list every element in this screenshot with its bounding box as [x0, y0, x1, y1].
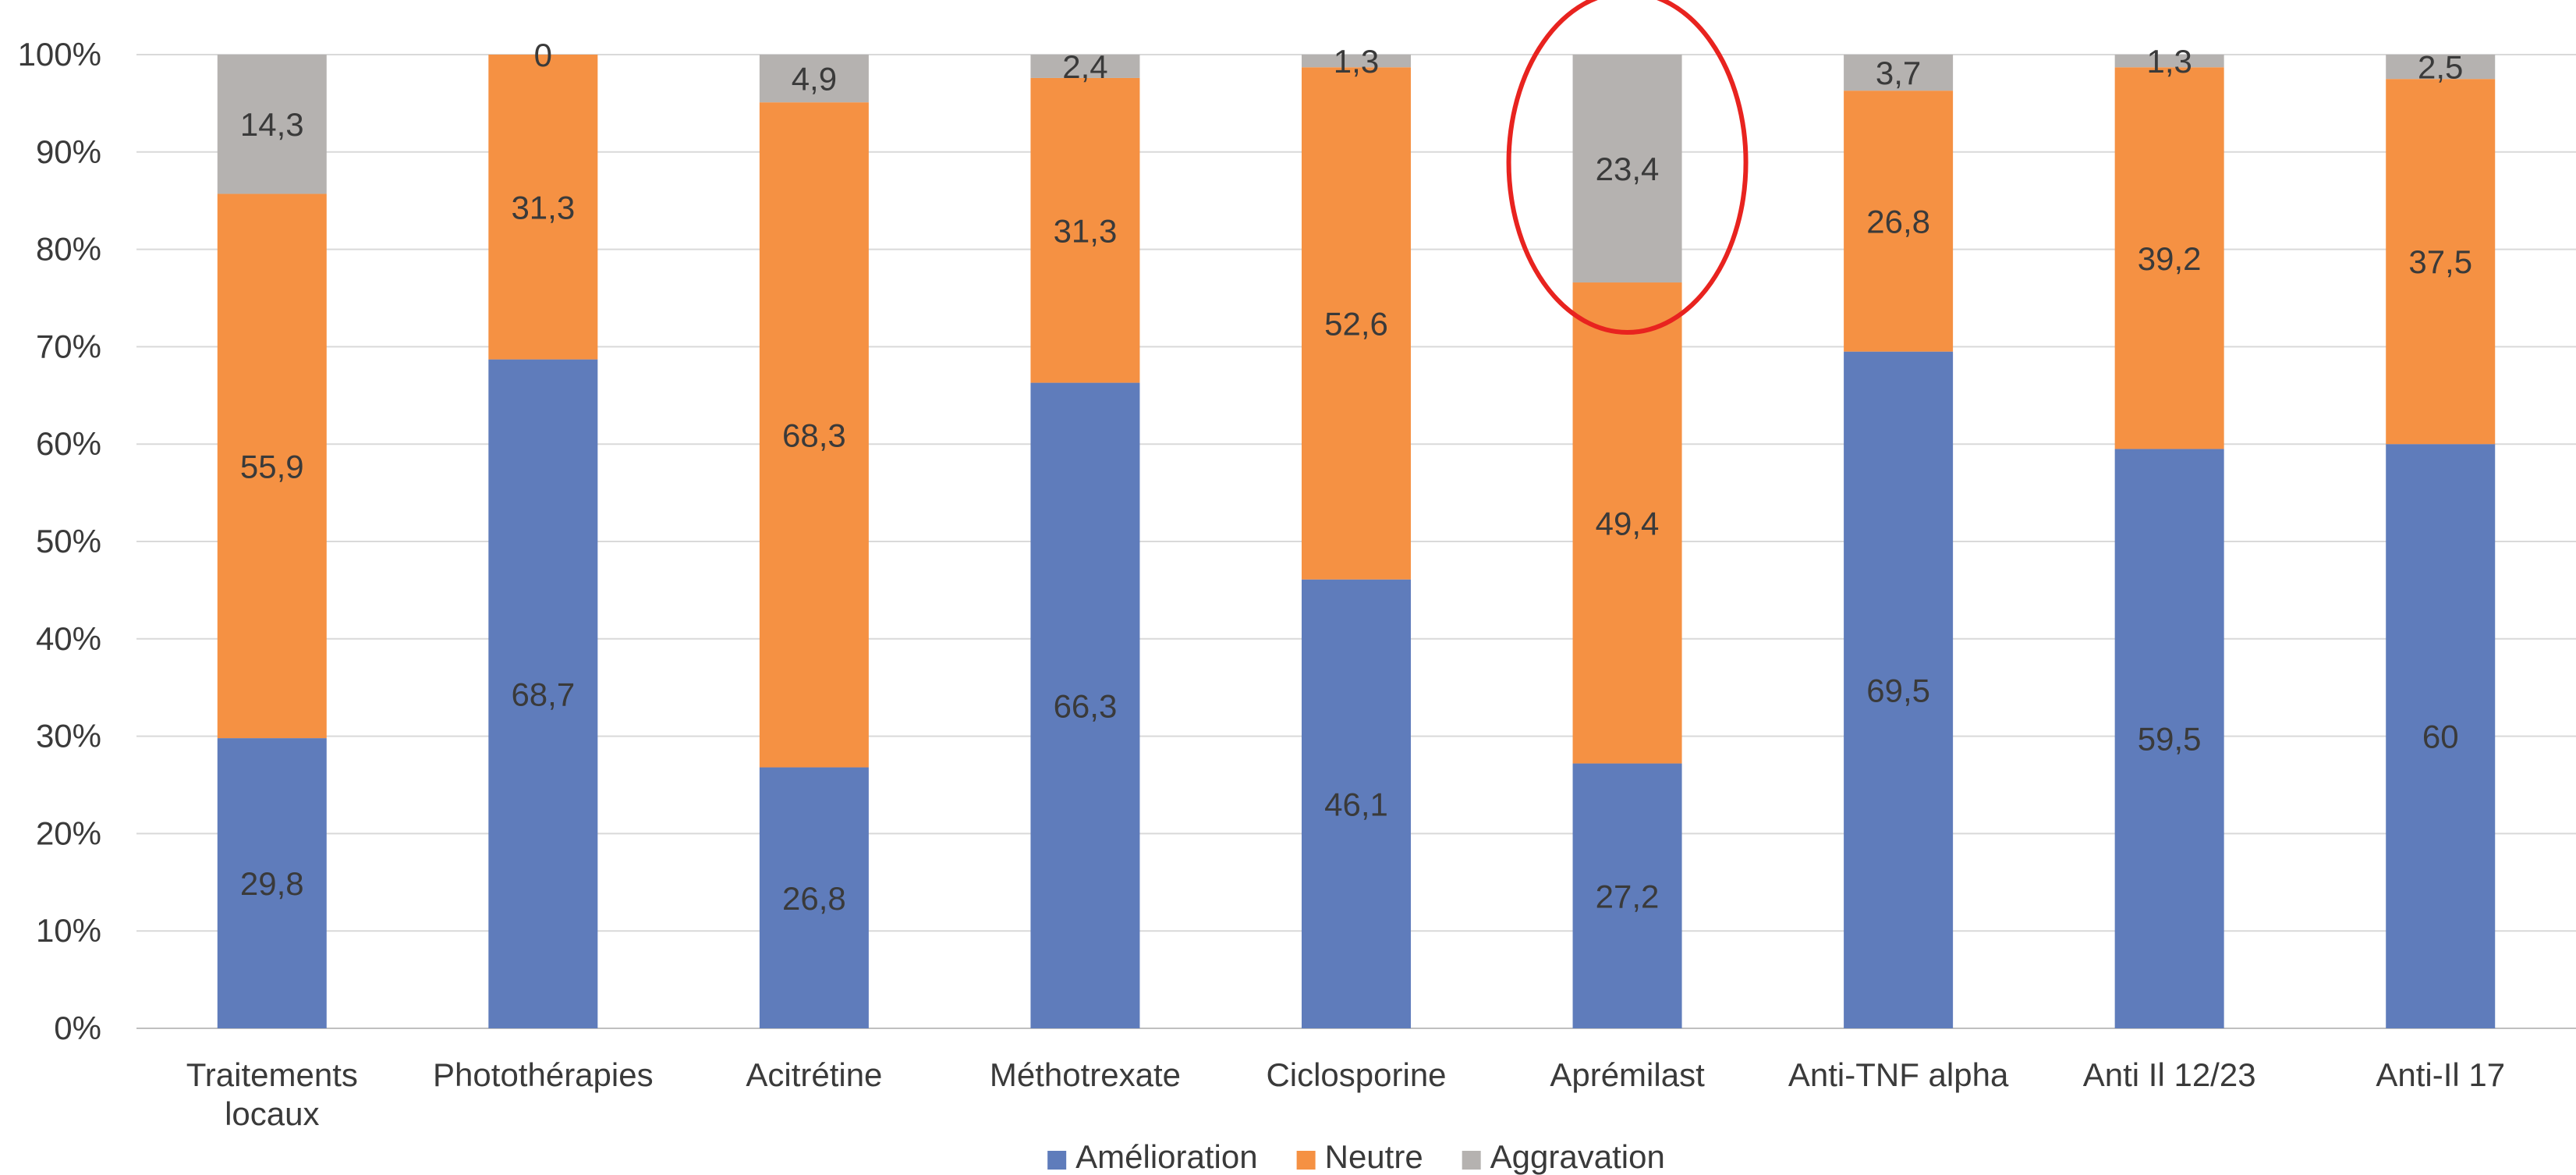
data-label: 3,7: [1876, 55, 1921, 91]
bar-segment-neutre: [1572, 282, 1682, 764]
bar-segment-amélioration: [2114, 449, 2224, 1028]
x-category-label: Aprémilast: [1550, 1056, 1705, 1093]
data-label: 31,3: [1054, 212, 1118, 249]
data-label: 68,3: [782, 417, 846, 453]
data-label: 2,4: [1062, 48, 1107, 85]
y-axis: 0% 10% 20% 30% 40% 50% 60% 70% 80% 90% 100%: [18, 36, 101, 1046]
data-label: 49,4: [1596, 505, 1660, 541]
bar-segment-amélioration: [759, 767, 869, 1028]
data-label: 39,2: [2138, 240, 2202, 277]
bar-segment-amélioration: [1030, 382, 1140, 1028]
bar-segment-aggravation: [1302, 55, 1411, 68]
bar-segment-aggravation: [1844, 55, 1954, 91]
x-category-label: Anti-TNF alpha: [1788, 1056, 2009, 1093]
x-category-label: Anti-Il 17: [2376, 1056, 2505, 1093]
x-category-label: Acitrétine: [746, 1056, 882, 1093]
bar-segment-amélioration: [488, 359, 598, 1028]
data-label: 0: [534, 37, 552, 73]
bar-segment-neutre: [1302, 67, 1411, 580]
y-tick-label: 100%: [18, 36, 101, 73]
legend-item: Neutre: [1296, 1138, 1423, 1175]
y-tick-label: 30%: [36, 718, 101, 754]
data-label: 66,3: [1054, 687, 1118, 724]
data-label: 26,8: [1866, 203, 1930, 240]
bar-segment-neutre: [1844, 91, 1954, 352]
data-label: 1,3: [1334, 43, 1379, 80]
data-label: 60: [2422, 719, 2459, 755]
y-tick-label: 10%: [36, 912, 101, 949]
legend-swatch: [1047, 1151, 1067, 1170]
data-label: 31,3: [511, 189, 575, 225]
data-labels: 29,8 55,9 14,3 68,7 31,3 0 26,8 68,3 4,9 66,3 31,3…: [240, 37, 2472, 917]
y-tick-label: 40%: [36, 620, 101, 657]
bar-segment-amélioration: [217, 738, 327, 1028]
bar-segment-neutre: [2386, 79, 2496, 445]
bar-segment-aggravation: [1030, 55, 1140, 78]
data-label: 14,3: [240, 106, 304, 143]
data-label: 27,2: [1596, 878, 1660, 914]
data-label: 4,9: [792, 61, 837, 98]
y-tick-label: 70%: [36, 328, 101, 364]
x-category-label: Anti Il 12/23: [2083, 1056, 2256, 1093]
data-label: 55,9: [240, 448, 304, 485]
bar-segment-aggravation: [2114, 55, 2224, 68]
data-label: 69,5: [1866, 672, 1930, 708]
legend-label: Neutre: [1325, 1138, 1423, 1175]
y-tick-label: 50%: [36, 523, 101, 559]
bar-segment-neutre: [2114, 67, 2224, 449]
y-tick-label: 20%: [36, 815, 101, 851]
legend-label: Aggravation: [1490, 1138, 1665, 1175]
data-label: 46,1: [1324, 786, 1388, 822]
bar-segment-aggravation: [759, 55, 869, 103]
bar-segment-neutre: [759, 102, 869, 768]
bar-segment-amélioration: [1844, 351, 1954, 1028]
bar-segment-aggravation: [217, 55, 327, 194]
bar-segment-aggravation: [2386, 55, 2496, 80]
data-label: 37,5: [2408, 243, 2472, 280]
data-label: 26,8: [782, 880, 846, 917]
bar-segment-neutre: [217, 193, 327, 739]
legend-item: Amélioration: [1047, 1138, 1258, 1175]
legend-label: Amélioration: [1075, 1138, 1257, 1175]
legend: Amélioration Neutre Aggravation: [1047, 1138, 1665, 1175]
annotation: [1506, 0, 1749, 335]
legend-swatch: [1296, 1151, 1316, 1170]
x-category-label: locaux: [225, 1095, 319, 1132]
data-label: 1,3: [2146, 43, 2192, 80]
bar-segment-aggravation: [1572, 55, 1682, 283]
x-category-label: Ciclosporine: [1266, 1056, 1446, 1093]
y-tick-label: 0%: [54, 1010, 101, 1046]
bar-segment-amélioration: [1302, 579, 1411, 1028]
bar-segment-amélioration: [1572, 763, 1682, 1028]
x-category-label: Traitements: [186, 1056, 358, 1093]
data-label: 68,7: [511, 676, 575, 712]
x-category-label: Photothérapies: [433, 1056, 654, 1093]
data-label: 52,6: [1324, 305, 1388, 342]
data-label: 29,8: [240, 865, 304, 902]
bar-segment-neutre: [1030, 77, 1140, 383]
y-tick-label: 80%: [36, 231, 101, 268]
bars: [217, 55, 2496, 1028]
bar-segment-neutre: [488, 55, 598, 360]
y-tick-label: 90%: [36, 133, 101, 170]
y-tick-label: 60%: [36, 425, 101, 462]
data-label: 59,5: [2138, 721, 2202, 758]
legend-item: Aggravation: [1462, 1138, 1665, 1175]
bar-segment-amélioration: [2386, 444, 2496, 1028]
data-label: 2,5: [2418, 49, 2463, 86]
highlight-ellipse: [1506, 0, 1749, 335]
x-category-label: Méthotrexate: [990, 1056, 1181, 1093]
legend-swatch: [1462, 1151, 1481, 1170]
data-label: 23,4: [1596, 151, 1660, 187]
